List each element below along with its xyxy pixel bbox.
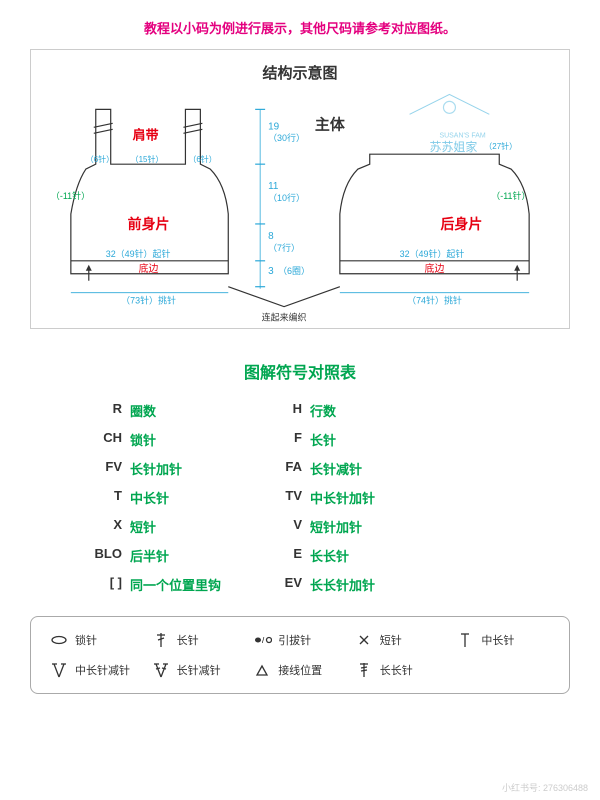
- legend-symbol: R: [50, 401, 130, 420]
- legend-label: 行数: [310, 401, 440, 420]
- legend-symbol: T: [50, 488, 130, 507]
- legend-symbol: V: [260, 517, 310, 536]
- svg-text:（-11针）: （-11针）: [491, 190, 530, 201]
- svg-text:前身片: 前身片: [128, 216, 170, 232]
- svg-text:肩带: 肩带: [133, 127, 159, 142]
- legend-label: 长长针: [310, 546, 440, 565]
- legend-symbol: CH: [50, 430, 130, 449]
- legend-label: 短针加针: [310, 517, 440, 536]
- symbol-item: 中长针: [455, 631, 551, 649]
- symbol-label: 长长针: [380, 662, 413, 678]
- svg-text:（6针）: （6针）: [86, 154, 114, 164]
- legend-label: 锁针: [130, 430, 260, 449]
- symbol-label: 长针: [177, 632, 199, 648]
- oval-icon: [49, 631, 69, 649]
- legend-symbol: E: [260, 546, 310, 565]
- legend-label: 长长针加针: [310, 575, 440, 594]
- svg-text:（73针）挑针: （73针）挑针: [121, 295, 176, 306]
- svg-text:苏苏姐家: 苏苏姐家: [430, 139, 478, 154]
- symbol-item: 长针: [151, 631, 247, 649]
- symbol-label: 接线位置: [278, 662, 322, 678]
- legend-label: 长针加针: [130, 459, 260, 478]
- svg-text:后身片: 后身片: [440, 216, 482, 232]
- symbol-item: / 引拔针: [252, 631, 348, 649]
- symbol-label: 引拔针: [278, 632, 311, 648]
- svg-text:（15针）: （15针）: [131, 154, 164, 164]
- diagram-svg: 肩带 主体 前身片 后身片 SUSAN'S FAM 苏苏姐家 19 （30行） …: [31, 89, 569, 329]
- legend-label: 后半针: [130, 546, 260, 565]
- symbol-box: 锁针 长针 / 引拔针 短针 中长针中长针减针 长针减针 接线位置 长长针: [30, 616, 570, 694]
- svg-text:3: 3: [268, 266, 274, 277]
- svg-text:（6针）: （6针）: [188, 154, 216, 164]
- legend-title: 图解符号对照表: [50, 359, 550, 383]
- legend-label: 圈数: [130, 401, 260, 420]
- svg-text:8: 8: [268, 231, 274, 242]
- svg-text:底边: 底边: [425, 262, 445, 275]
- symbol-item: 中长针减针: [49, 661, 145, 679]
- svg-text:11: 11: [268, 181, 279, 192]
- fa-icon: [151, 661, 171, 679]
- symbol-label: 锁针: [75, 632, 97, 648]
- legend-symbol: FA: [260, 459, 310, 478]
- legend-label: 长针减针: [310, 459, 440, 478]
- diagram-title: 结构示意图: [31, 50, 569, 89]
- legend-symbol: BLO: [50, 546, 130, 565]
- symbol-item: 接线位置: [252, 661, 348, 679]
- f-icon: [151, 631, 171, 649]
- legend-label: 中长针: [130, 488, 260, 507]
- svg-text:（7行）: （7行）: [268, 242, 300, 253]
- legend-symbol: [ ]: [50, 575, 130, 594]
- legend-symbol: FV: [50, 459, 130, 478]
- svg-text:（30行）: （30行）: [268, 132, 305, 143]
- svg-text:/: /: [262, 636, 265, 645]
- symbol-item: 长针减针: [151, 661, 247, 679]
- legend-symbol: TV: [260, 488, 310, 507]
- legend-symbol: EV: [260, 575, 310, 594]
- e-icon: [354, 661, 374, 679]
- dots-icon: /: [252, 631, 272, 649]
- symbol-label: 短针: [380, 632, 402, 648]
- legend-symbol: F: [260, 430, 310, 449]
- footer-id: 小红书号: 276306488: [502, 781, 588, 794]
- ta-icon: [49, 661, 69, 679]
- x-icon: [354, 631, 374, 649]
- t-icon: [455, 631, 475, 649]
- svg-text:32（49针）起针: 32（49针）起针: [106, 248, 171, 259]
- symbol-label: 长针减针: [177, 662, 221, 678]
- legend-label: 中长针加针: [310, 488, 440, 507]
- symbol-item: 锁针: [49, 631, 145, 649]
- svg-text:（-11针）: （-11针）: [51, 190, 90, 201]
- symbol-label: 中长针: [481, 632, 514, 648]
- structure-diagram: 结构示意图: [30, 49, 570, 329]
- legend-label: 同一个位置里钩: [130, 575, 260, 594]
- symbol-item: 长长针: [354, 661, 450, 679]
- svg-text:（6圈）: （6圈）: [278, 266, 310, 276]
- symbol-label: 中长针减针: [75, 662, 130, 678]
- legend-grid: R圈数H行数 CH锁针F长针 FV长针加针FA长针减针 T中长针TV中长针加针 X短针V…: [50, 401, 550, 594]
- symbol-item: 短针: [354, 631, 450, 649]
- banner-text: 教程以小码为例进行展示，其他尺码请参考对应图纸。: [0, 0, 600, 49]
- tri-icon: [252, 661, 272, 679]
- svg-text:连起来编织: 连起来编织: [262, 312, 307, 323]
- svg-text:19: 19: [268, 121, 280, 132]
- svg-text:32（49针）起针: 32（49针）起针: [400, 248, 465, 259]
- legend-label: 长针: [310, 430, 440, 449]
- legend-section: 图解符号对照表 R圈数H行数 CH锁针F长针 FV长针加针FA长针减针 T中长针TV中…: [50, 359, 550, 594]
- svg-text:底边: 底边: [139, 262, 159, 275]
- svg-text:（10行）: （10行）: [268, 192, 305, 203]
- svg-text:SUSAN'S FAM: SUSAN'S FAM: [439, 132, 485, 139]
- legend-symbol: H: [260, 401, 310, 420]
- svg-text:（74针）挑针: （74针）挑针: [407, 295, 462, 306]
- svg-text:（27针）: （27针）: [484, 141, 517, 151]
- svg-text:主体: 主体: [315, 115, 345, 133]
- legend-symbol: X: [50, 517, 130, 536]
- legend-label: 短针: [130, 517, 260, 536]
